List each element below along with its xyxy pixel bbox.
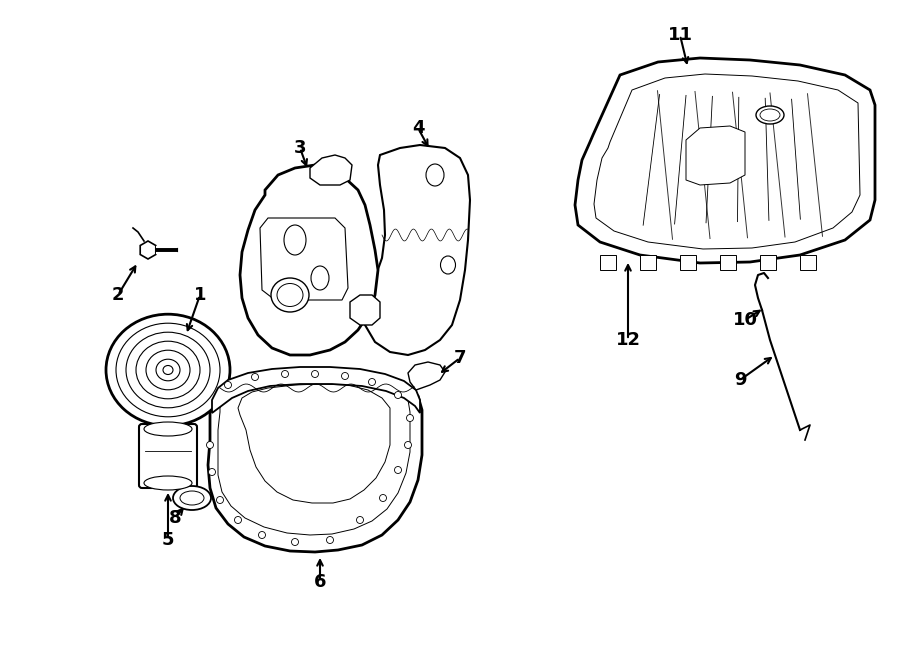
- Text: 3: 3: [293, 139, 306, 157]
- Polygon shape: [680, 255, 696, 270]
- Circle shape: [368, 379, 375, 385]
- Ellipse shape: [180, 491, 204, 505]
- Polygon shape: [238, 384, 390, 503]
- Text: 11: 11: [668, 26, 692, 44]
- Ellipse shape: [277, 284, 303, 307]
- Polygon shape: [600, 255, 616, 270]
- Circle shape: [356, 516, 364, 524]
- Ellipse shape: [284, 225, 306, 255]
- Ellipse shape: [426, 164, 444, 186]
- Ellipse shape: [136, 341, 200, 399]
- Circle shape: [380, 494, 386, 502]
- Circle shape: [394, 391, 401, 399]
- Polygon shape: [260, 218, 348, 300]
- Ellipse shape: [156, 359, 180, 381]
- Polygon shape: [408, 362, 445, 390]
- Circle shape: [292, 539, 299, 545]
- Circle shape: [217, 496, 223, 504]
- Text: 10: 10: [733, 311, 758, 329]
- Circle shape: [341, 373, 348, 379]
- Ellipse shape: [311, 266, 329, 290]
- Circle shape: [404, 442, 411, 449]
- Text: 12: 12: [616, 331, 641, 349]
- Ellipse shape: [756, 106, 784, 124]
- Circle shape: [209, 469, 215, 475]
- Circle shape: [311, 371, 319, 377]
- Ellipse shape: [116, 323, 220, 417]
- Text: 5: 5: [162, 531, 175, 549]
- Ellipse shape: [126, 332, 210, 408]
- Polygon shape: [212, 367, 420, 413]
- Polygon shape: [686, 126, 745, 185]
- Ellipse shape: [440, 256, 455, 274]
- Ellipse shape: [144, 476, 192, 490]
- Circle shape: [251, 373, 258, 381]
- Polygon shape: [800, 255, 816, 270]
- Polygon shape: [350, 295, 380, 325]
- Circle shape: [407, 414, 413, 422]
- Text: 1: 1: [194, 286, 206, 304]
- Ellipse shape: [173, 486, 211, 510]
- Polygon shape: [760, 255, 776, 270]
- Text: 7: 7: [454, 349, 466, 367]
- Circle shape: [327, 537, 334, 543]
- Circle shape: [394, 467, 401, 473]
- Polygon shape: [640, 255, 656, 270]
- Ellipse shape: [144, 422, 192, 436]
- Ellipse shape: [271, 278, 309, 312]
- FancyBboxPatch shape: [139, 424, 197, 488]
- Text: 4: 4: [412, 119, 424, 137]
- Polygon shape: [720, 255, 736, 270]
- Text: 6: 6: [314, 573, 326, 591]
- Polygon shape: [362, 145, 470, 355]
- Polygon shape: [310, 155, 352, 185]
- Polygon shape: [575, 58, 875, 263]
- Ellipse shape: [106, 314, 230, 426]
- Circle shape: [282, 371, 289, 377]
- Ellipse shape: [146, 350, 190, 390]
- Text: 8: 8: [168, 509, 181, 527]
- Ellipse shape: [760, 109, 780, 121]
- Ellipse shape: [163, 366, 173, 375]
- Polygon shape: [240, 165, 378, 355]
- Circle shape: [235, 516, 241, 524]
- Polygon shape: [208, 372, 422, 552]
- Polygon shape: [218, 376, 410, 535]
- Circle shape: [206, 442, 213, 449]
- Circle shape: [258, 531, 265, 539]
- Circle shape: [224, 381, 231, 389]
- Text: 2: 2: [112, 286, 124, 304]
- Text: 9: 9: [734, 371, 746, 389]
